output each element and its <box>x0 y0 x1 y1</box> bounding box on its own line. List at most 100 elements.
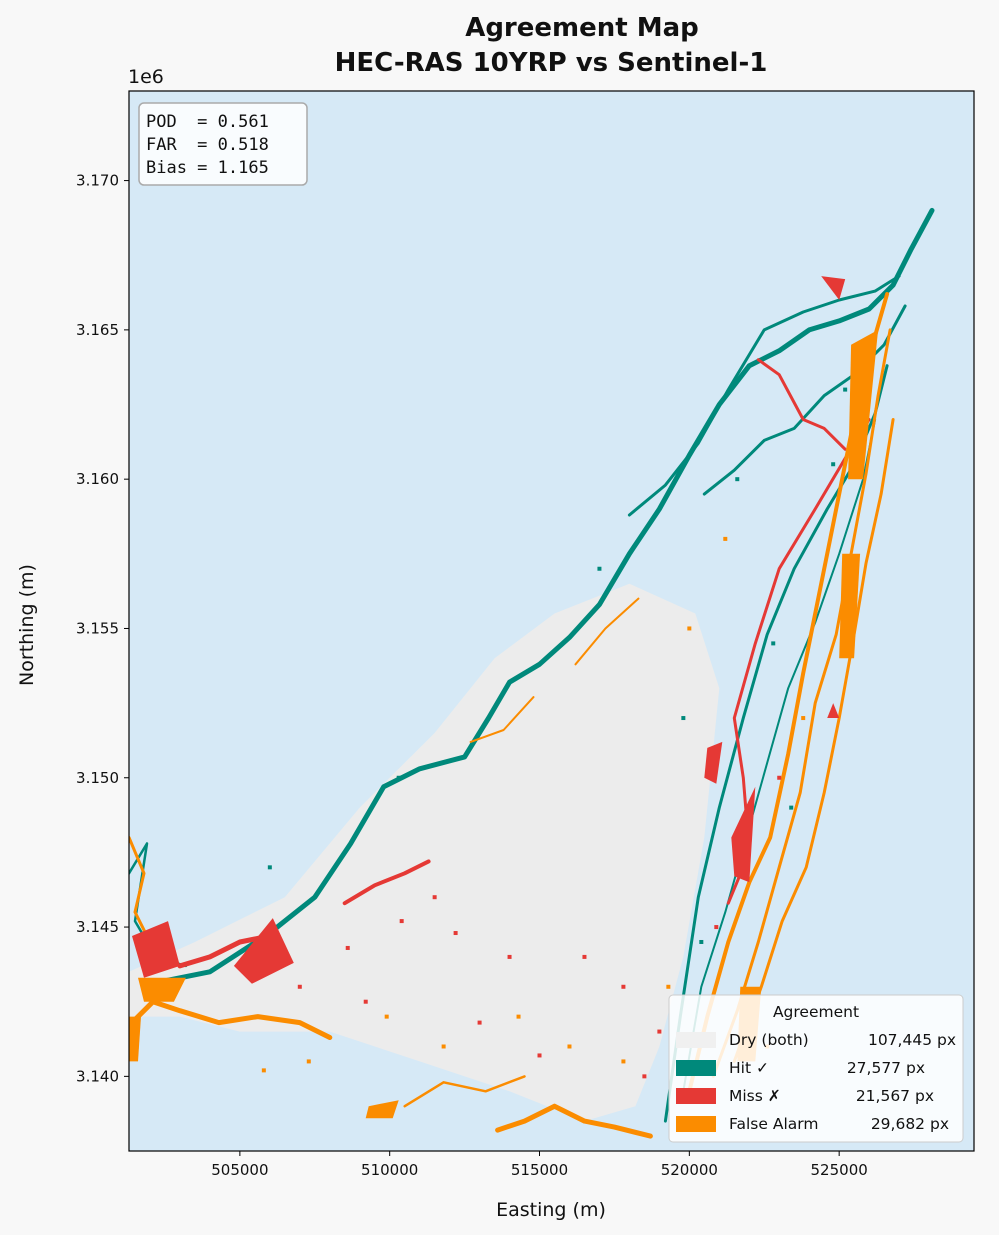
map-speck-false-alarm <box>801 716 806 721</box>
map-speck-miss <box>345 945 350 950</box>
y-axis-ticks: 3.140 3.145 3.150 3.155 3.160 3.165 3.170 <box>76 172 129 1085</box>
x-axis-ticks: 505000 510000 515000 520000 525000 <box>211 1151 868 1179</box>
map-channel-false-alarm <box>469 696 535 743</box>
map-speck-hit <box>597 566 602 571</box>
map-speck-false-alarm <box>666 984 671 989</box>
legend-entry-miss: Miss ✗ 21,567 px <box>676 1087 934 1105</box>
legend-label-miss: Miss ✗ <box>729 1087 781 1105</box>
map-speck-miss <box>399 919 404 924</box>
map-speck-hit <box>843 387 848 392</box>
x-tick-label: 505000 <box>211 1161 268 1179</box>
map-speck-miss <box>297 984 302 989</box>
y-axis-label: Northing (m) <box>16 564 38 686</box>
map-channel-hit <box>162 207 935 984</box>
map-speck-false-alarm <box>687 626 692 631</box>
map-patch-miss <box>827 703 840 718</box>
legend-count-hit: 27,577 px <box>847 1059 925 1077</box>
legend-swatch-dry <box>676 1032 716 1048</box>
y-tick-label: 3.170 <box>76 172 119 190</box>
map-speck-hit <box>771 641 776 646</box>
map-region-dry-both <box>129 583 720 1122</box>
y-axis-offset-label: 1e6 <box>128 66 164 88</box>
stats-far: FAR = 0.518 <box>146 135 269 155</box>
legend-swatch-hit <box>676 1060 716 1076</box>
map-speck-hit <box>789 805 794 810</box>
map-channel-false-alarm <box>732 418 895 1063</box>
plot-frame <box>128 90 975 1152</box>
y-tick-label: 3.155 <box>76 619 119 637</box>
map-speck-false-alarm <box>306 1059 311 1064</box>
y-tick-label: 3.145 <box>76 918 119 936</box>
legend-label-false-alarm: False Alarm <box>729 1115 818 1133</box>
x-tick-label: 515000 <box>511 1161 568 1179</box>
legend-count-false-alarm: 29,682 px <box>871 1115 949 1133</box>
map-speck-false-alarm <box>384 1014 389 1019</box>
legend-label-dry: Dry (both) <box>729 1031 809 1049</box>
map-speck-false-alarm <box>567 1044 572 1049</box>
legend-entry-dry: Dry (both) 107,445 px <box>676 1031 956 1049</box>
map-patch-false-alarm <box>839 553 861 659</box>
map-channel-hit <box>702 304 907 496</box>
map-speck-false-alarm <box>621 1059 626 1064</box>
stats-bias: Bias = 1.165 <box>146 158 269 178</box>
legend-title: Agreement <box>773 1003 859 1021</box>
map-speck-hit <box>267 865 272 870</box>
map-channel-hit <box>627 274 901 517</box>
map-speck-hit <box>699 939 704 944</box>
x-tick-label: 510000 <box>361 1161 418 1179</box>
map-channel-miss <box>177 933 273 969</box>
map-speck-miss <box>642 1074 647 1079</box>
map-patch-miss <box>233 918 294 984</box>
legend: Agreement Dry (both) 107,445 px Hit ✓ 27… <box>668 994 964 1143</box>
map-speck-miss <box>507 954 512 959</box>
map-speck-miss <box>582 954 587 959</box>
map-patch-false-alarm <box>848 329 879 480</box>
chart-title-line-2: HEC-RAS 10YRP vs Sentinel-1 <box>335 48 768 78</box>
map-channel-false-alarm <box>129 836 152 944</box>
map-speck-miss <box>537 1053 542 1058</box>
map-patch-miss <box>132 921 180 978</box>
map-speck-false-alarm <box>723 536 728 541</box>
map-speck-hit <box>735 477 740 482</box>
map-patch-miss <box>731 786 756 883</box>
map-patch-false-alarm <box>129 1016 141 1062</box>
map-speck-miss <box>657 1029 662 1034</box>
map-patch-false-alarm <box>138 977 186 1002</box>
map-channel-false-alarm <box>711 328 892 1078</box>
stats-pod: POD = 0.561 <box>146 112 269 132</box>
map-patch-miss <box>821 276 846 300</box>
map-speck-miss <box>453 931 458 936</box>
map-patch-false-alarm <box>365 1100 399 1119</box>
legend-entry-false-alarm: False Alarm 29,682 px <box>676 1115 949 1133</box>
map-speck-miss <box>363 999 368 1004</box>
map-speck-miss <box>714 925 719 930</box>
map-patch-miss <box>704 741 723 784</box>
stats-box: POD = 0.561 FAR = 0.518 Bias = 1.165 <box>138 102 308 186</box>
y-tick-label: 3.165 <box>76 321 119 339</box>
map-channel-false-alarm <box>403 1075 526 1108</box>
map-channel-false-alarm <box>574 597 640 666</box>
legend-label-hit: Hit ✓ <box>729 1059 769 1077</box>
legend-count-miss: 21,567 px <box>856 1087 934 1105</box>
x-axis-label: Easting (m) <box>496 1199 606 1221</box>
chart-title-line-1: Agreement Map <box>465 13 699 43</box>
map-speck-hit <box>396 775 401 780</box>
map-speck-miss <box>621 984 626 989</box>
map-channel-miss <box>342 859 431 906</box>
legend-count-dry: 107,445 px <box>868 1031 956 1049</box>
map-speck-miss <box>777 775 782 780</box>
y-tick-label: 3.160 <box>76 470 119 488</box>
map-speck-false-alarm <box>441 1044 446 1049</box>
legend-swatch-miss <box>676 1088 716 1104</box>
map-speck-false-alarm <box>261 1068 266 1073</box>
map-speck-hit <box>681 716 686 721</box>
x-tick-label: 525000 <box>811 1161 868 1179</box>
y-tick-label: 3.150 <box>76 769 119 787</box>
y-tick-label: 3.140 <box>76 1067 119 1085</box>
map-speck-miss <box>432 895 437 900</box>
map-speck-false-alarm <box>516 1014 521 1019</box>
map-speck-hit <box>831 462 836 467</box>
map-channel-hit <box>682 418 877 1093</box>
map-channel-false-alarm <box>495 1103 653 1139</box>
